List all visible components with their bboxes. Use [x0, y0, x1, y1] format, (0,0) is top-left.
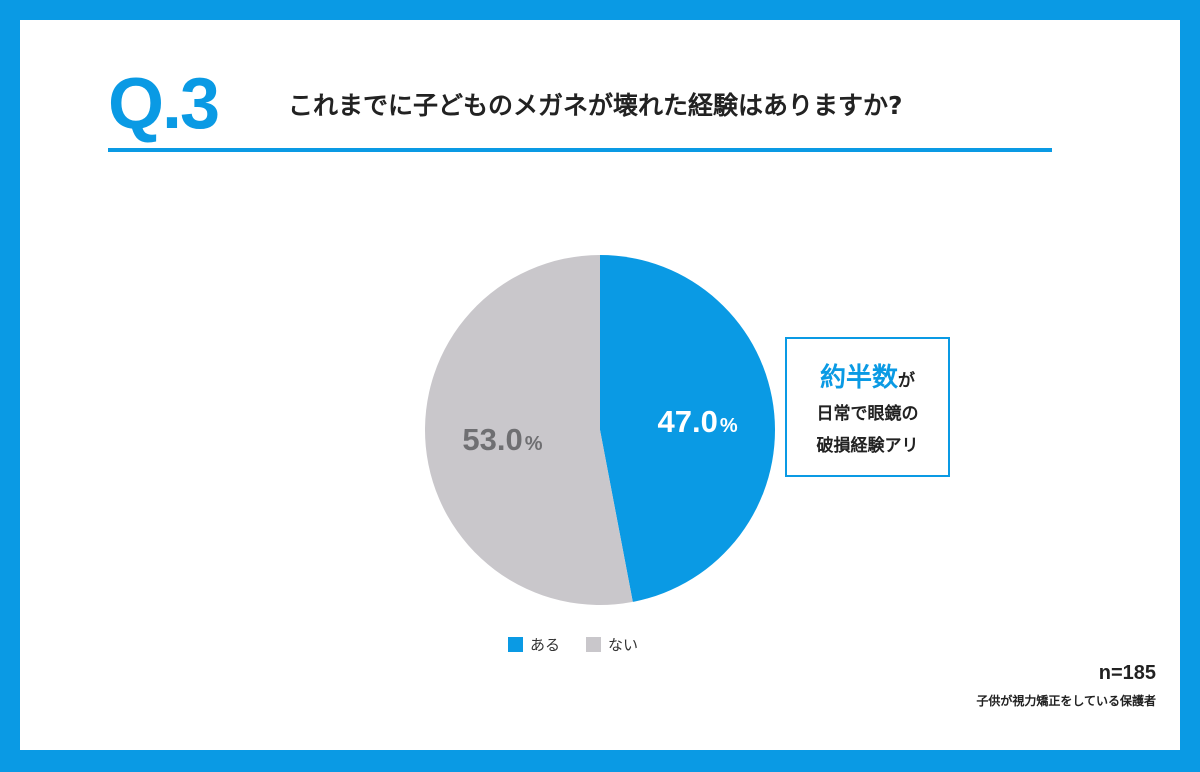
callout-text: 約半数が 日常で眼鏡の 破損経験アリ	[787, 361, 948, 462]
slice-unit-yes: %	[720, 415, 738, 437]
legend-item-yes: ある	[508, 634, 560, 655]
question-text: これまでに子どものメガネが壊れた経験はありますか?	[288, 91, 903, 120]
slice-label-no: 53.0%	[462, 422, 542, 457]
header-divider	[108, 148, 1052, 152]
callout-emphasis: 約半数	[819, 363, 898, 393]
slice-value-yes: 47.0	[657, 404, 717, 439]
respondent-note: 子供が視力矯正をしている保護者	[976, 694, 1156, 708]
pie-slice-yes	[600, 255, 775, 602]
slice-labels: 47.0 %53.0%	[462, 404, 737, 457]
legend-label-yes: ある	[530, 636, 561, 654]
callout-line-2: 日常で眼鏡の	[816, 404, 919, 424]
sample-size: n=185	[1098, 662, 1156, 684]
pie-slice-no	[424, 255, 633, 606]
legend-swatch-no	[586, 637, 602, 652]
callout-box: 約半数が 日常で眼鏡の 破損経験アリ	[785, 337, 950, 477]
legend-swatch-yes	[508, 637, 523, 652]
slice-label-yes: 47.0%	[657, 404, 737, 439]
chart-legend: ある ない	[508, 634, 664, 655]
legend-item-no: ない	[586, 634, 638, 655]
callout-line-1: 約半数が	[787, 361, 948, 398]
slice-unit-no: %	[525, 433, 543, 455]
slice-value-no: 53.0	[462, 422, 522, 457]
legend-label-no: ない	[608, 636, 639, 654]
question-number: Q.3	[108, 64, 220, 144]
callout-suffix: が	[898, 371, 915, 391]
callout-line-3: 破損経験アリ	[816, 436, 919, 456]
pie-slices	[424, 255, 775, 606]
